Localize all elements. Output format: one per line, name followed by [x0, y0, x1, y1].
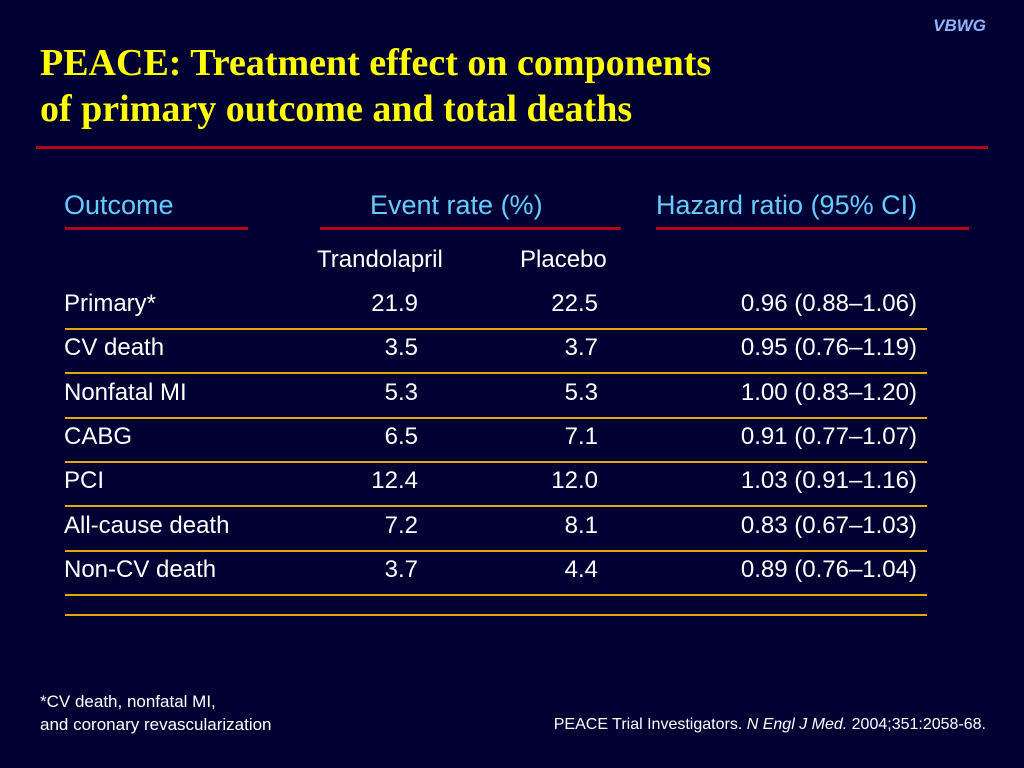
row-placebo-value: 8.1	[564, 512, 598, 539]
table-bottom-divider	[65, 614, 927, 616]
row-outcome-label: CABG	[64, 423, 133, 450]
row-placebo-value: 4.4	[564, 556, 598, 583]
title-line-2: of primary outcome and total deaths	[40, 88, 633, 130]
row-trandolapril-value: 7.2	[384, 512, 418, 539]
row-divider	[65, 417, 927, 419]
row-divider	[65, 594, 927, 596]
citation: PEACE Trial Investigators. N Engl J Med.…	[554, 716, 986, 734]
citation-authors: PEACE Trial Investigators.	[553, 716, 743, 733]
row-hazard-ratio: 1.00 (0.83–1.20)	[740, 379, 917, 406]
citation-journal: N Engl J Med.	[746, 716, 848, 733]
row-hazard-ratio: 0.95 (0.76–1.19)	[740, 334, 917, 361]
header-outcome: Outcome	[64, 190, 174, 220]
header-hazard-ratio-underline	[656, 227, 969, 230]
header-outcome-underline	[65, 227, 248, 230]
slide-title: PEACE: Treatment effect on components of…	[40, 40, 940, 132]
row-placebo-value: 12.0	[551, 467, 598, 494]
row-outcome-label: Non-CV death	[64, 556, 217, 583]
row-divider	[65, 461, 927, 463]
footnote-line-1: *CV death, nonfatal MI,	[40, 692, 216, 711]
row-outcome-label: All-cause death	[64, 512, 230, 539]
row-divider	[65, 550, 927, 552]
subheader-trandolapril: Trandolapril	[317, 246, 443, 273]
row-outcome-label: Nonfatal MI	[64, 379, 187, 406]
brand-logo-text: VBWG	[933, 16, 986, 35]
title-line-1: PEACE: Treatment effect on components	[40, 42, 712, 84]
row-trandolapril-value: 5.3	[384, 379, 418, 406]
row-outcome-label: CV death	[64, 334, 165, 361]
footnote-line-2: and coronary revascularization	[40, 715, 272, 734]
row-divider	[65, 328, 927, 330]
header-event-rate-underline	[320, 227, 621, 230]
row-trandolapril-value: 12.4	[371, 467, 418, 494]
row-placebo-value: 22.5	[551, 290, 598, 317]
subheader-placebo: Placebo	[520, 246, 607, 273]
header-hazard-ratio: Hazard ratio (95% CI)	[656, 190, 918, 220]
row-divider	[65, 505, 927, 507]
row-hazard-ratio: 0.89 (0.76–1.04)	[740, 556, 917, 583]
row-outcome-label: PCI	[64, 467, 105, 494]
row-trandolapril-value: 3.5	[384, 334, 418, 361]
row-placebo-value: 5.3	[564, 379, 598, 406]
row-outcome-label: Primary*	[64, 290, 157, 317]
row-hazard-ratio: 0.96 (0.88–1.06)	[740, 290, 917, 317]
row-hazard-ratio: 0.83 (0.67–1.03)	[740, 512, 917, 539]
citation-ref: 2004;351:2058-68.	[851, 716, 986, 733]
row-trandolapril-value: 3.7	[384, 556, 418, 583]
row-trandolapril-value: 6.5	[384, 423, 418, 450]
row-placebo-value: 7.1	[564, 423, 598, 450]
title-divider	[36, 146, 988, 149]
row-hazard-ratio: 1.03 (0.91–1.16)	[740, 467, 917, 494]
footnote: *CV death, nonfatal MI, and coronary rev…	[40, 690, 340, 736]
header-event-rate: Event rate (%)	[370, 190, 543, 220]
row-placebo-value: 3.7	[564, 334, 598, 361]
row-divider	[65, 372, 927, 374]
row-trandolapril-value: 21.9	[371, 290, 418, 317]
row-hazard-ratio: 0.91 (0.77–1.07)	[740, 423, 917, 450]
